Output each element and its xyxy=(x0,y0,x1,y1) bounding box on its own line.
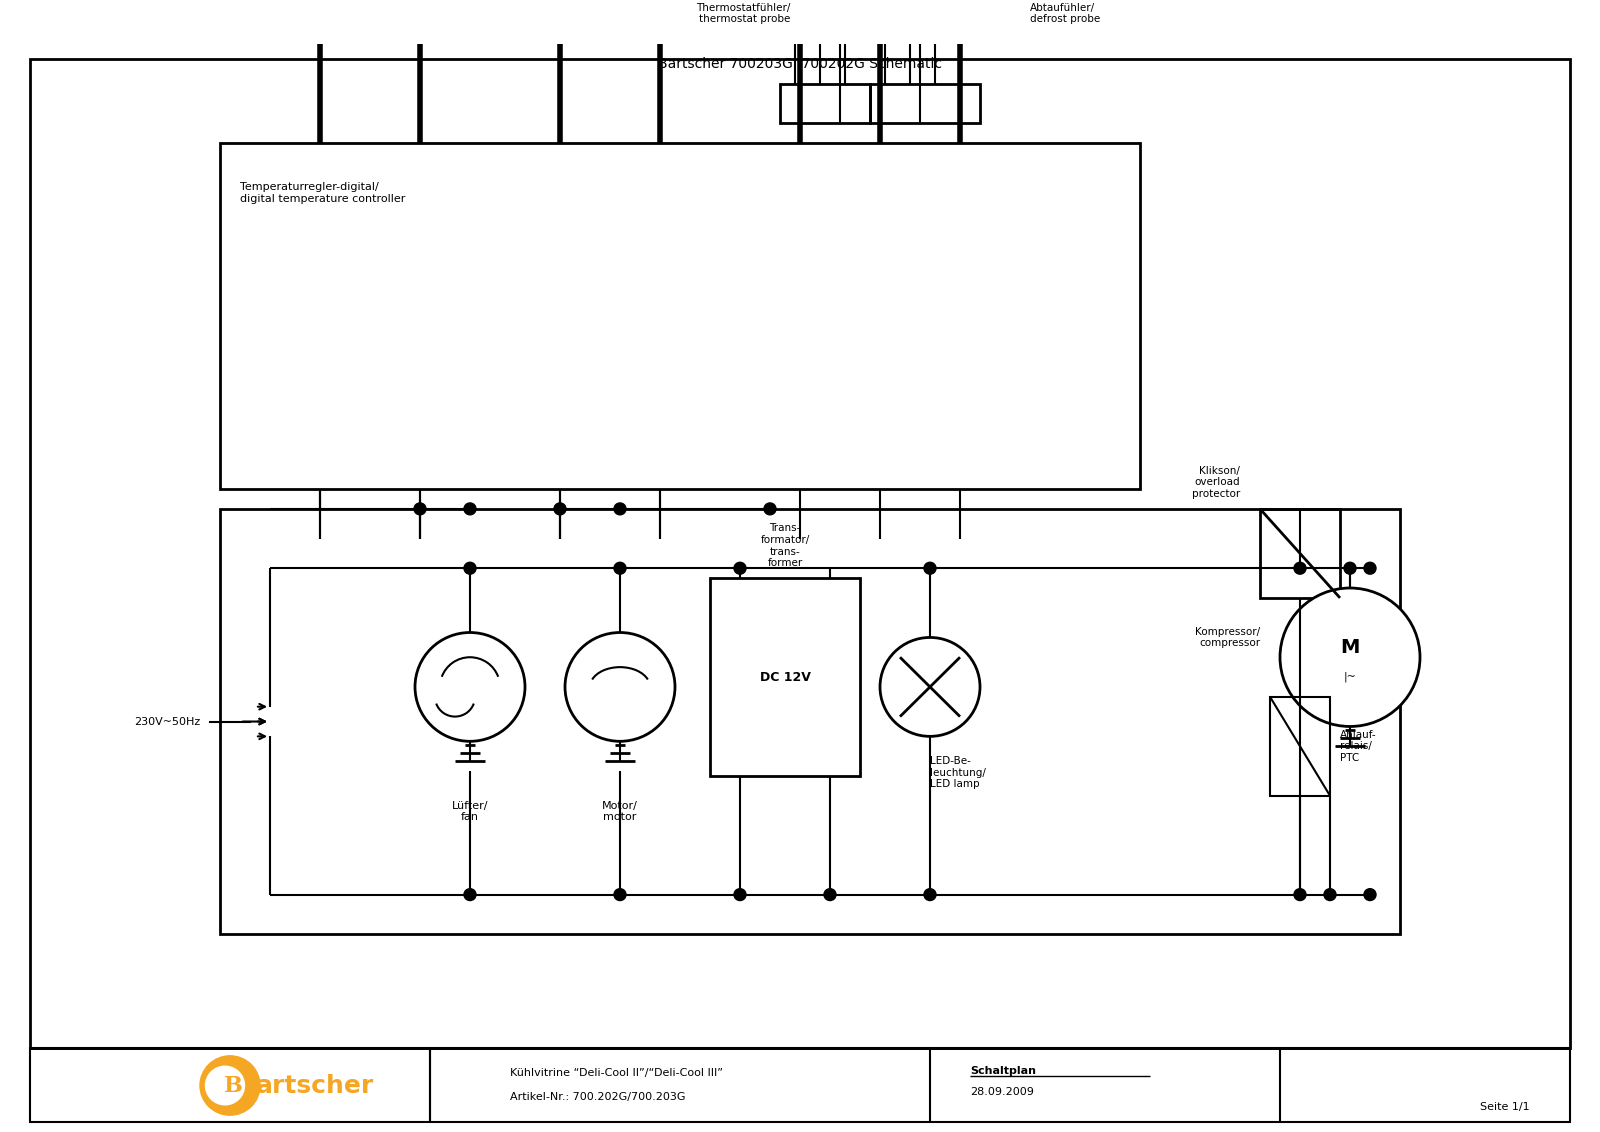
Text: Kühlvitrine “Deli-Cool II”/“Deli-Cool III”: Kühlvitrine “Deli-Cool II”/“Deli-Cool II… xyxy=(510,1067,723,1078)
Bar xyxy=(1270,697,1330,796)
Text: LED-Be-
leuchtung/
LED lamp: LED-Be- leuchtung/ LED lamp xyxy=(930,756,986,789)
Circle shape xyxy=(734,563,746,574)
Text: Artikel-Nr.: 700.202G/700.203G: Artikel-Nr.: 700.202G/700.203G xyxy=(510,1092,685,1103)
Text: Kompressor/
compressor: Kompressor/ compressor xyxy=(1195,627,1261,649)
Bar xyxy=(870,84,979,123)
Circle shape xyxy=(1325,889,1336,901)
Circle shape xyxy=(414,633,525,741)
Text: Lüfter/
fan: Lüfter/ fan xyxy=(451,800,488,822)
Text: artscher: artscher xyxy=(256,1073,374,1098)
Circle shape xyxy=(200,1056,259,1115)
Text: Klikson/
overload
protector: Klikson/ overload protector xyxy=(1192,465,1240,499)
Text: Abtaufühler/
defrost probe: Abtaufühler/ defrost probe xyxy=(1030,2,1101,24)
Circle shape xyxy=(554,503,566,515)
Circle shape xyxy=(614,563,626,574)
Text: Seite 1/1: Seite 1/1 xyxy=(1480,1103,1530,1113)
Text: Schaltplan: Schaltplan xyxy=(970,1065,1037,1075)
Text: Motor/
motor: Motor/ motor xyxy=(602,800,638,822)
Text: Bartscher 700203G, 700202G Schematic: Bartscher 700203G, 700202G Schematic xyxy=(658,57,942,71)
Bar xyxy=(710,578,861,775)
Bar xyxy=(221,143,1139,489)
Bar xyxy=(221,509,1400,934)
Text: DC 12V: DC 12V xyxy=(760,670,811,684)
Circle shape xyxy=(414,503,426,515)
Circle shape xyxy=(1280,588,1421,727)
Circle shape xyxy=(565,633,675,741)
Text: Thermostatfühler/
thermostat probe: Thermostatfühler/ thermostat probe xyxy=(696,2,790,24)
Text: 230V~50Hz: 230V~50Hz xyxy=(134,717,200,727)
Bar xyxy=(30,1048,1570,1122)
Bar xyxy=(1261,509,1341,598)
Circle shape xyxy=(925,889,936,901)
Text: 28.09.2009: 28.09.2009 xyxy=(970,1088,1034,1097)
Bar xyxy=(781,84,870,123)
Circle shape xyxy=(1294,889,1306,901)
Text: Anlauf-
relais/
PTC: Anlauf- relais/ PTC xyxy=(1341,730,1376,763)
Text: M: M xyxy=(1341,637,1360,657)
Circle shape xyxy=(205,1066,245,1105)
Bar xyxy=(30,59,1570,1048)
Circle shape xyxy=(765,503,776,515)
Text: Trans-
formator/
trans-
former: Trans- formator/ trans- former xyxy=(760,523,810,568)
Circle shape xyxy=(464,563,477,574)
Circle shape xyxy=(1294,563,1306,574)
Circle shape xyxy=(614,503,626,515)
Circle shape xyxy=(614,889,626,901)
Circle shape xyxy=(464,503,477,515)
Text: Temperaturregler-digital/
digital temperature controller: Temperaturregler-digital/ digital temper… xyxy=(240,182,405,204)
Circle shape xyxy=(734,889,746,901)
Circle shape xyxy=(880,637,979,737)
Circle shape xyxy=(824,889,835,901)
Circle shape xyxy=(1363,889,1376,901)
Circle shape xyxy=(464,889,477,901)
Text: |~: |~ xyxy=(1344,671,1357,683)
Text: B: B xyxy=(224,1074,243,1097)
Circle shape xyxy=(1344,563,1357,574)
Circle shape xyxy=(1363,563,1376,574)
Circle shape xyxy=(925,563,936,574)
